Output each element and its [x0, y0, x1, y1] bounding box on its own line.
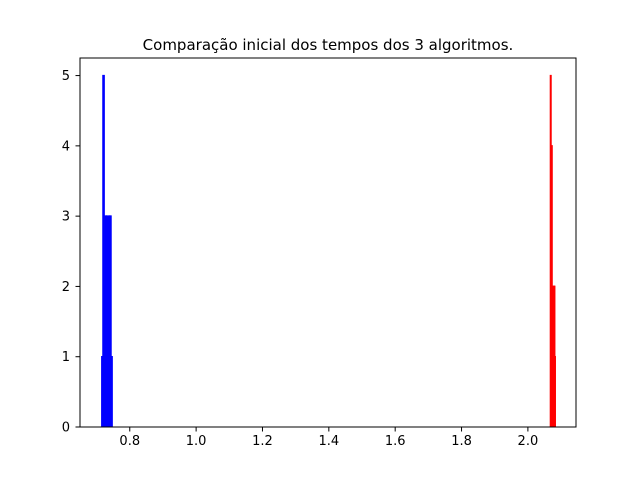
x-tick-label: 1.4: [318, 434, 339, 449]
y-tick-label: 5: [62, 69, 70, 84]
x-tick-label: 2.0: [518, 434, 539, 449]
x-tick-label: 1.6: [385, 434, 406, 449]
y-tick-label: 1: [62, 350, 70, 365]
x-tick-label: 1.2: [252, 434, 273, 449]
y-tick-label: 4: [62, 139, 70, 154]
histogram-bin: [109, 215, 112, 427]
axes-layer: 0.8 1.0 1.2 1.4 1.6 1.8 2.0 0 1 2 3 4 5: [62, 57, 577, 449]
y-tick-label: 3: [62, 210, 70, 225]
histogram-series-1: [101, 74, 113, 427]
x-tick-label: 1.0: [186, 434, 207, 449]
x-tick-label: 0.8: [119, 434, 140, 449]
histogram-bin: [102, 74, 105, 427]
histogram-bin: [105, 215, 109, 427]
histogram-bin: [553, 355, 556, 427]
series-layer: [101, 74, 556, 427]
chart-title: Comparação inicial dos tempos dos 3 algo…: [143, 36, 514, 54]
histogram-bin: [110, 355, 113, 427]
x-tick-label: 1.8: [451, 434, 472, 449]
histogram-series-2: [549, 74, 556, 427]
y-tick-label: 2: [62, 280, 70, 295]
y-tick-label: 0: [62, 421, 70, 436]
plot-frame: [79, 57, 577, 428]
